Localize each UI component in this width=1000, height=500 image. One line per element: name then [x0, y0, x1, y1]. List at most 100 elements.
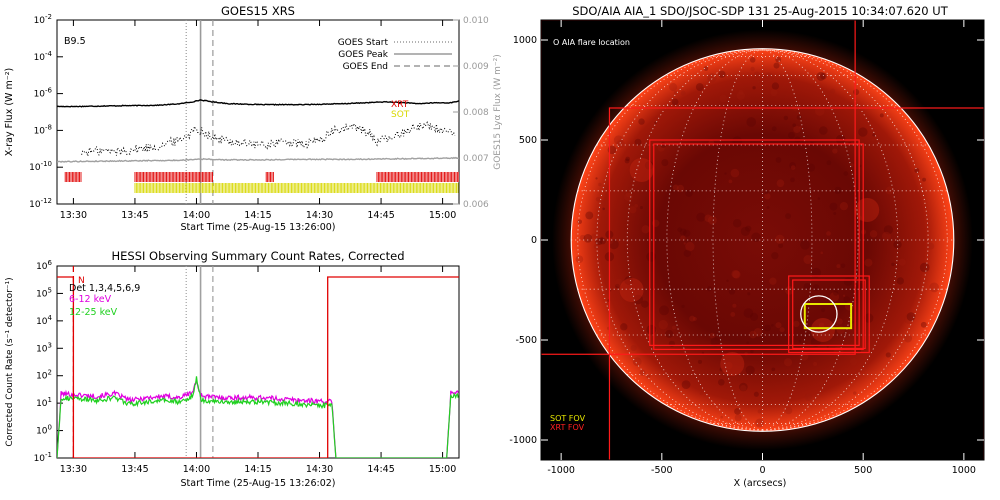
aia-texture-blob — [600, 236, 604, 240]
goes-ytick-label: 10-12 — [29, 197, 52, 210]
hessi-panel: HESSI Observing Summary Count Rates, Cor… — [5, 249, 460, 489]
aia-texture-blob — [769, 277, 777, 285]
aia-texture-blob — [763, 324, 771, 332]
aia-texture-blob — [783, 115, 789, 121]
goes-xtick-label: 14:00 — [183, 210, 210, 221]
aia-xrt-fov-label: XRT FOV — [550, 423, 585, 432]
aia-texture-blob — [743, 308, 754, 318]
aia-ytick-label: -1000 — [509, 435, 537, 446]
aia-flare-location-legend: O AIA flare location — [553, 38, 630, 47]
aia-texture-blob — [819, 126, 828, 135]
aia-texture-blob — [679, 228, 687, 236]
aia-texture-blob — [771, 367, 776, 372]
aia-bright-region — [629, 158, 654, 182]
aia-texture-blob — [784, 286, 794, 295]
aia-texture-blob — [829, 292, 840, 302]
aia-texture-blob — [707, 215, 717, 225]
aia-texture-blob — [853, 391, 857, 395]
hessi-ytick-label: 10-1 — [34, 451, 52, 464]
goes-xtick-label: 13:30 — [60, 210, 87, 221]
aia-texture-blob — [882, 231, 891, 241]
aia-texture-blob — [644, 161, 654, 170]
aia-texture-blob — [849, 358, 858, 366]
goes-legend: GOES Start GOES Peak GOES End — [338, 38, 452, 72]
aia-texture-blob — [669, 83, 678, 92]
aia-texture-blob — [657, 144, 665, 152]
aia-texture-blob — [842, 294, 846, 297]
goes-series-0-5-4- — [81, 121, 456, 157]
goes-xtick-label: 14:30 — [306, 210, 333, 221]
aia-texture-blob — [724, 172, 727, 175]
aia-texture-blob — [770, 89, 778, 97]
aia-texture-blob — [791, 103, 799, 111]
aia-texture-blob — [832, 148, 838, 154]
aia-texture-blob — [671, 98, 679, 106]
goes-legend-label: GOES End — [343, 62, 388, 72]
aia-texture-blob — [616, 139, 625, 148]
aia-texture-blob — [672, 184, 679, 191]
aia-texture-blob — [728, 288, 736, 295]
aia-texture-blob — [625, 192, 631, 198]
hessi-xtick-label: 13:30 — [60, 464, 87, 475]
aia-xtick-label: 0 — [759, 465, 765, 476]
aia-texture-blob — [630, 345, 637, 352]
aia-texture-blob — [793, 320, 800, 328]
hessi-xlabel: Start Time (25-Aug-15 13:26:02) — [181, 478, 336, 489]
aia-texture-blob — [812, 284, 820, 292]
aia-flare-location-circle — [800, 295, 838, 333]
aia-texture-blob — [764, 72, 774, 83]
aia-xrt-fov-box — [653, 143, 864, 350]
aia-texture-blob — [883, 225, 893, 235]
aia-xtick-label: -500 — [651, 465, 673, 476]
aia-longitude-line — [712, 49, 763, 431]
aia-texture-blob — [819, 380, 826, 388]
aia-texture-blob — [661, 159, 669, 167]
aia-texture-blob — [800, 239, 810, 250]
aia-texture-blob — [654, 121, 657, 125]
aia-texture-blob — [704, 214, 712, 223]
aia-texture-blob — [620, 323, 628, 331]
aia-texture-blob — [725, 361, 733, 370]
aia-texture-blob — [919, 262, 930, 273]
aia-texture-blob — [796, 114, 802, 120]
aia-ytick-label: 0 — [531, 235, 537, 246]
aia-texture-blob — [681, 380, 691, 389]
aia-texture-blob — [771, 324, 774, 327]
aia-image — [541, 20, 984, 460]
aia-texture-blob — [826, 231, 831, 236]
goes-title: GOES15 XRS — [221, 4, 295, 18]
aia-longitude-line — [762, 49, 899, 431]
aia-texture-blob — [720, 415, 723, 419]
hessi-series-12-25-kev — [57, 376, 459, 458]
aia-texture-blob — [749, 57, 756, 63]
aia-texture-blob — [707, 73, 717, 83]
aia-texture-blob — [820, 72, 827, 80]
aia-texture-blob — [689, 315, 696, 322]
aia-texture-blob — [732, 303, 737, 308]
goes-xrt-label: XRT — [391, 100, 409, 110]
aia-texture-blob — [879, 113, 884, 118]
goes-ytick-label: 10-2 — [34, 13, 52, 26]
aia-texture-blob — [929, 282, 940, 293]
hessi-plot-area — [57, 266, 459, 458]
aia-texture-blob — [633, 294, 644, 305]
aia-texture-blob — [746, 117, 757, 127]
aia-texture-blob — [764, 190, 769, 195]
aia-texture-blob — [701, 351, 705, 355]
aia-texture-blob — [798, 339, 802, 343]
aia-texture-blob — [710, 337, 720, 347]
aia-texture-blob — [833, 211, 837, 215]
aia-texture-blob — [826, 345, 829, 348]
aia-texture-blob — [775, 157, 782, 163]
aia-texture-blob — [602, 207, 605, 211]
aia-texture-blob — [891, 262, 895, 267]
aia-bright-region — [855, 198, 880, 222]
aia-texture-blob — [651, 219, 660, 228]
aia-texture-blob — [839, 202, 849, 211]
aia-texture-blob — [906, 312, 916, 321]
aia-texture-blob — [673, 90, 678, 95]
aia-texture-blob — [632, 357, 642, 367]
goes-series-ly- — [57, 156, 459, 163]
aia-axes: -1000 -500 0 500 1000 -1000 -500 0 500 1000 — [509, 20, 984, 476]
aia-texture-blob — [665, 329, 674, 338]
